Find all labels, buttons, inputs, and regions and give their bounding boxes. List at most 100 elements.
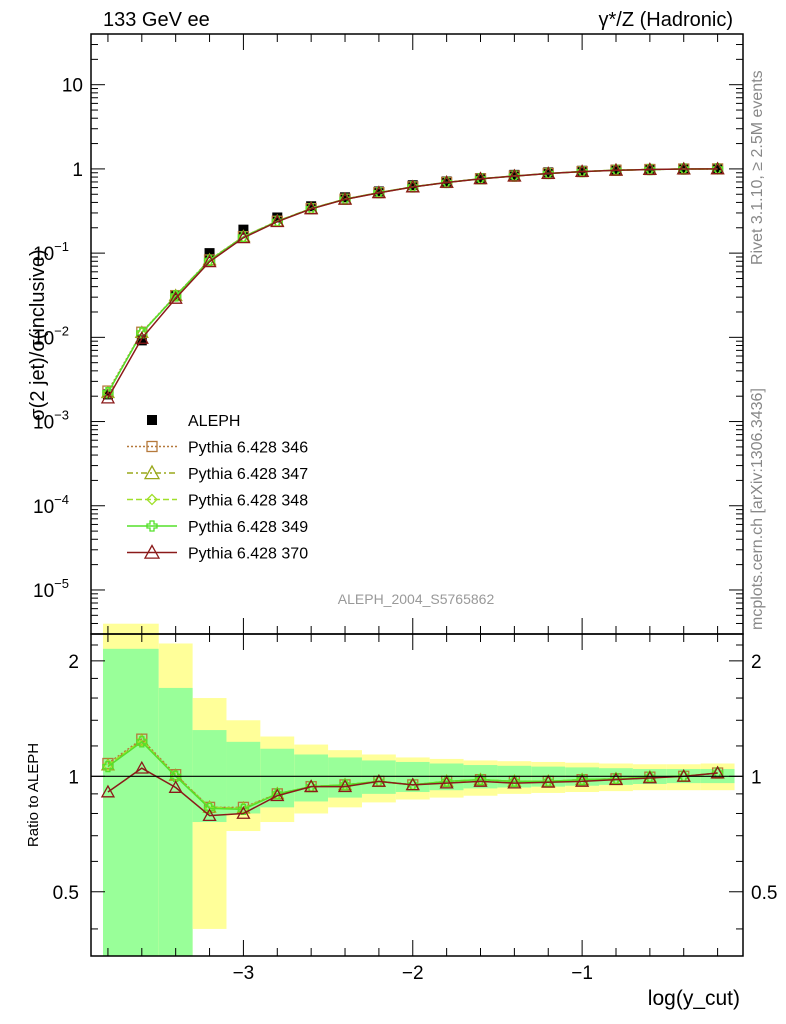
legend-label-0: ALEPH [188,413,240,430]
main-point-5-16 [642,162,657,175]
main-series-4 [102,163,724,399]
main-point-5-15 [608,162,624,176]
main-series-5 [100,161,725,404]
xtick-label: −2 [402,963,424,984]
ratio-point-4-2 [168,780,183,793]
legend-label-1: Pythia 6.428 346 [188,440,308,457]
band-inner-bin-1 [158,687,193,956]
main-point-4-1 [136,327,148,339]
legend-label-2: Pythia 6.428 347 [188,466,308,483]
legend-entry-2: Pythia 6.428 347 [127,464,308,483]
side-label-upper: Rivet 3.1.10, ≥ 2.5M events [749,70,766,265]
ratio-point-3-5 [271,788,283,800]
ratio-point-4-8 [371,774,387,787]
main-point-5-6 [304,201,319,215]
xtick-label: −1 [571,963,593,984]
band-inner-bin-5 [294,754,329,802]
legend-entry-3: Pythia 6.428 348 [127,493,308,510]
main-series-2 [100,161,725,399]
ratio-point-4-15 [608,772,624,786]
main-point-5-8 [371,185,387,199]
band-inner-bin-0 [103,648,159,956]
ratio-frame [90,633,744,957]
ratio-point-4-5 [270,788,285,802]
legend-entry-0: ALEPH [147,413,240,430]
legend-marker-1 [146,440,158,453]
ratio-point-4-6 [304,779,319,793]
legend-label-5: Pythia 6.428 370 [188,546,308,563]
ratio-point-4-12 [507,775,522,789]
legend-label-3: Pythia 6.428 348 [188,493,308,510]
ratio-point-4-3 [202,808,217,822]
legend-entry-4: Pythia 6.428 349 [127,519,308,536]
main-series-0 [102,163,723,400]
main-point-0-10 [441,176,452,187]
ratio-ytick-label-left: 0.5 [53,883,79,904]
main-point-5-12 [507,168,522,182]
main-point-5-10 [439,175,454,188]
main-point-5-14 [575,164,590,178]
main-ytick-label: 1 [72,160,83,181]
ratio-point-4-17 [676,768,691,782]
ratio-point-2-1 [135,734,148,747]
main-point-0-7 [340,192,351,203]
header-left: 133 GeV ee [103,9,210,31]
ratio-ytick-label-right: 2 [751,652,762,673]
main-ytick-label: 10−4 [33,492,69,518]
x-axis-label: log(y_cut) [648,987,740,1010]
main-series-line-4 [107,168,718,394]
main-point-5-1 [134,331,149,344]
ratio-point-4-1 [134,760,149,774]
ratio-point-4-18 [710,765,725,779]
ratio-point-4-9 [405,777,420,791]
ratio-y-axis-label: Ratio to ALEPH [25,743,42,847]
main-ytick-label: 10 [62,76,83,97]
main-point-5-5 [270,214,285,228]
main-series-line-5 [107,168,718,399]
ratio-ytick-label-left: 2 [68,652,79,673]
main-point-0-9 [407,180,418,191]
ratio-point-3-4 [237,803,250,816]
ratio-series-4 [100,760,725,822]
main-y-axis-label: σ(2 jet)/σ(inclusive) [27,249,49,420]
ratio-point-4-10 [439,775,454,789]
ratio-point-4-11 [473,774,488,787]
ratio-ytick-label-right: 0.5 [751,883,777,904]
main-point-5-2 [168,291,183,304]
main-point-0-0 [102,389,113,400]
axes: 10−5 10−4 10−3 10−2 10−1 1 10 0.5 0.5 1 1 2 2 −3 −2 −1 [33,33,777,984]
main-point-0-5 [272,212,283,223]
legend: ALEPH Pythia 6.428 346 Pythia 6.428 347 Pyt… [127,413,308,563]
main-point-5-9 [405,179,420,193]
ratio-point-3-7 [339,779,351,791]
legend-marker-0 [147,415,157,425]
analysis-watermark: ALEPH_2004_S5765862 [338,591,495,607]
legend-marker-4 [146,520,158,532]
main-point-0-6 [306,201,317,212]
main-ytick-label: 10−5 [33,576,69,602]
main-point-0-8 [373,186,384,197]
main-point-0-11 [475,172,486,183]
ratio-point-4-7 [337,779,353,793]
band-inner-bin-8 [395,761,430,793]
xtick-label: −3 [233,963,255,984]
main-point-0-12 [509,169,520,180]
main-point-5-3 [202,254,217,268]
main-series-line-2 [107,168,718,394]
legend-label-4: Pythia 6.428 349 [188,519,308,536]
main-ytick-label: 10−3 [33,408,69,434]
legend-marker-3 [146,493,158,506]
ratio-ytick-label-left: 1 [68,767,79,788]
ratio-point-4-13 [541,774,556,788]
main-ytick-label: 10−2 [33,323,69,349]
main-series-1 [102,163,724,397]
main-point-0-1 [136,335,147,346]
main-point-5-17 [676,161,691,175]
main-point-0-13 [543,167,554,178]
main-point-5-4 [236,230,251,244]
ratio-point-4-0 [100,784,116,798]
side-label-lower: mcplots.cern.ch [arXiv:1306.3436] [749,388,766,630]
ratio-point-4-4 [236,806,251,819]
